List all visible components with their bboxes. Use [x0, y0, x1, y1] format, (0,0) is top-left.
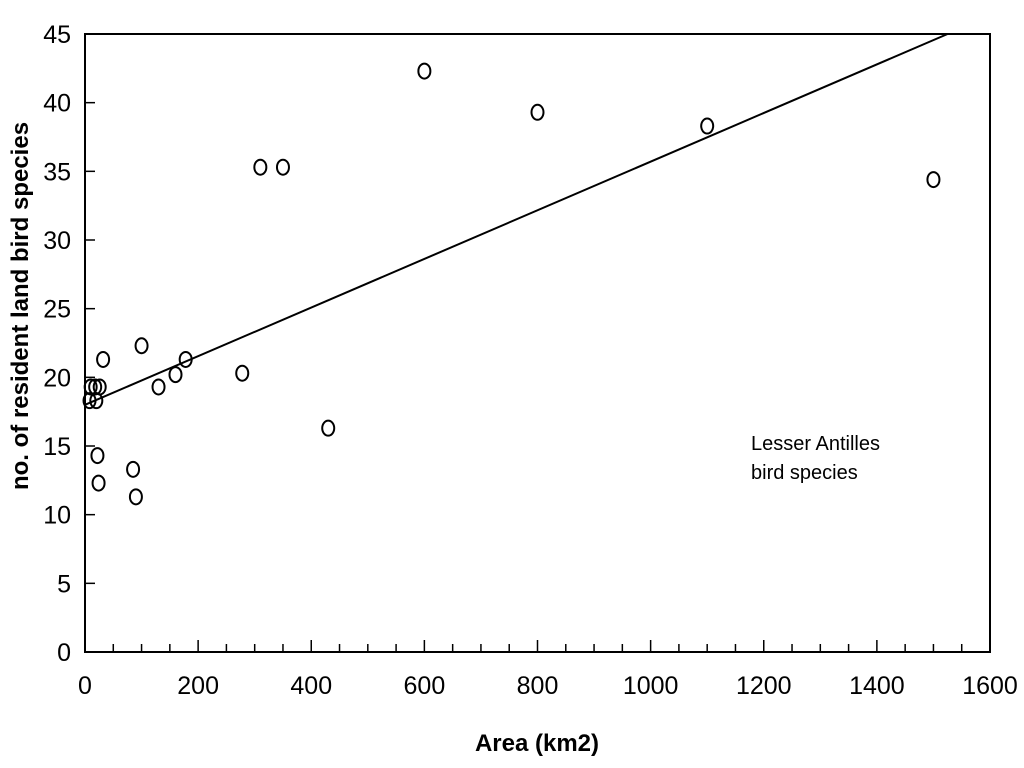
data-point: [126, 460, 141, 478]
y-tick-label: 20: [43, 364, 71, 392]
data-point: [96, 350, 111, 368]
data-point: [321, 419, 336, 437]
y-tick-label: 25: [43, 296, 71, 324]
data-point: [178, 350, 193, 368]
annotation-line: bird species: [751, 462, 858, 484]
tick-marks: [84, 33, 991, 653]
chart-annotation: Lesser Antilles bird species: [751, 430, 880, 488]
y-tick-label: 30: [43, 227, 71, 255]
plot-frame: [84, 33, 991, 653]
annotation-line: Lesser Antilles: [751, 433, 880, 455]
y-tick-label: 40: [43, 90, 71, 118]
regression-line-group: [84, 33, 948, 406]
y-tick-label: 35: [43, 158, 71, 186]
y-tick-label: 0: [57, 639, 71, 667]
x-axis-title: Area (km2): [475, 730, 599, 757]
axes: [84, 33, 991, 653]
data-point: [926, 171, 941, 189]
data-point: [700, 117, 715, 135]
data-point: [82, 392, 97, 410]
x-tick-label: 0: [78, 672, 92, 700]
x-tick-label: 1600: [962, 672, 1018, 700]
data-point: [151, 378, 166, 396]
data-point: [275, 158, 290, 176]
x-tick-label: 200: [177, 672, 219, 700]
data-point: [168, 366, 183, 384]
data-point: [92, 378, 107, 396]
y-tick-label: 15: [43, 433, 71, 461]
data-point: [91, 474, 106, 492]
data-point: [88, 378, 103, 396]
data-points: [82, 62, 941, 506]
data-point: [90, 447, 105, 465]
y-axis-title: no. of resident land bird species: [7, 122, 34, 490]
x-tick-label: 1400: [849, 672, 905, 700]
y-tick-label: 45: [43, 21, 71, 49]
x-tick-label: 1200: [736, 672, 792, 700]
regression-line: [84, 33, 948, 406]
y-tick-label: 10: [43, 502, 71, 530]
x-tick-label: 600: [404, 672, 446, 700]
data-point: [128, 488, 143, 506]
data-point: [253, 158, 268, 176]
data-point: [530, 103, 545, 121]
data-point: [235, 364, 250, 382]
y-tick-label: 5: [57, 570, 71, 598]
x-tick-label: 1000: [623, 672, 679, 700]
data-point: [83, 378, 98, 396]
data-point: [134, 337, 149, 355]
data-point: [417, 62, 432, 80]
x-tick-label: 400: [290, 672, 332, 700]
tick-labels: 0 200 400 600 800 1000 1200 1400 1600 0 5 10 15 20 25 3…: [43, 21, 1018, 700]
x-tick-label: 800: [517, 672, 559, 700]
